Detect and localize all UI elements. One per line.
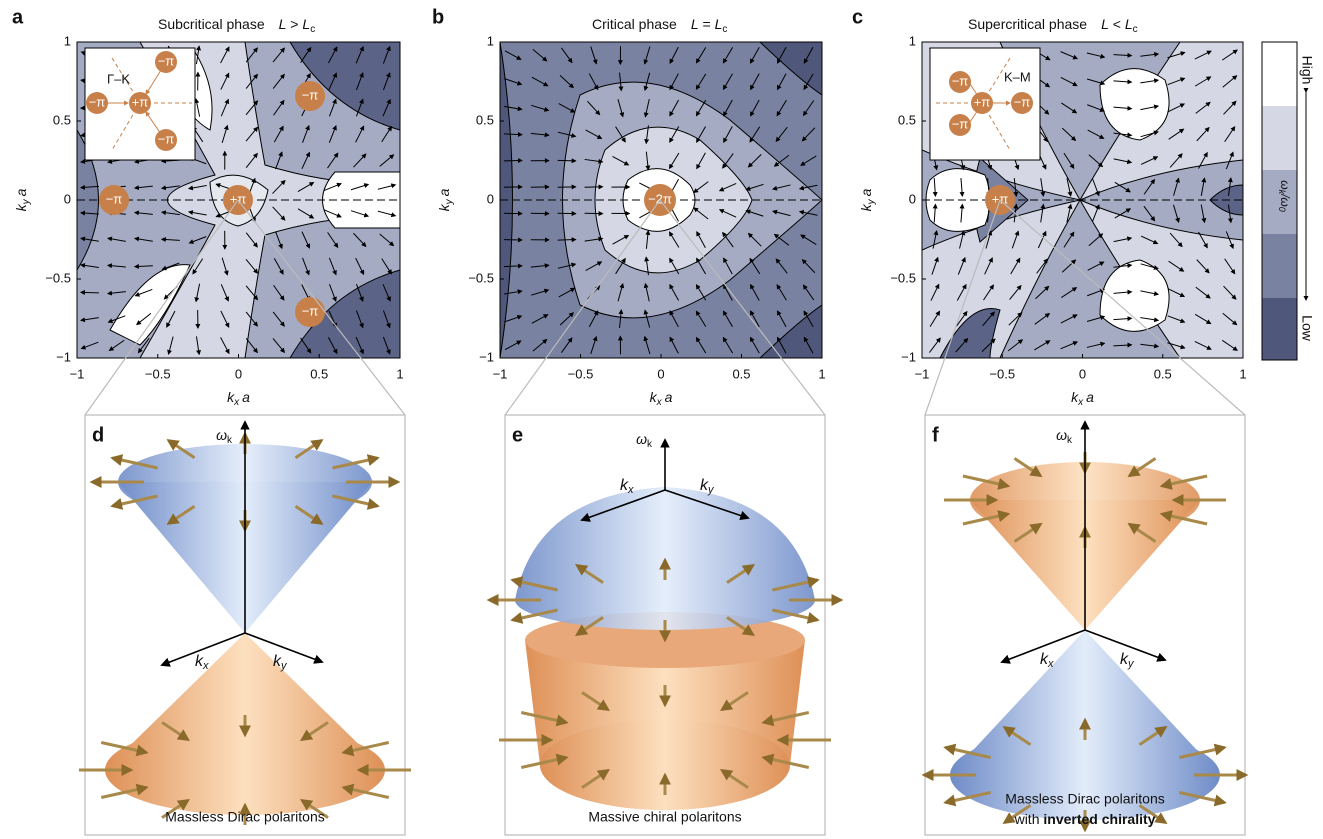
x-tick-label: 0 bbox=[1079, 366, 1086, 381]
x-tick-label: 0.5 bbox=[310, 366, 328, 381]
charge: −π bbox=[302, 87, 319, 102]
y-tick-label: 0.5 bbox=[476, 112, 494, 127]
panel-title: Critical phaseL = Lc bbox=[592, 16, 727, 35]
inset-c: K–M −π +π −π −π bbox=[930, 48, 1040, 160]
y-tick-label: −0.5 bbox=[468, 270, 494, 285]
y-axis-label-part: y bbox=[866, 198, 877, 205]
x-tick-label: 0.5 bbox=[1154, 366, 1172, 381]
charge: +π bbox=[230, 191, 247, 206]
y-axis-label: kya bbox=[13, 188, 32, 211]
charge: −2π bbox=[648, 191, 672, 206]
y-tick-label: 0 bbox=[909, 191, 916, 206]
colorbar: High Low ωk/ω0 bbox=[1262, 42, 1315, 360]
x-axis-label: kxa bbox=[1071, 389, 1094, 408]
x-tick-label: 0 bbox=[235, 366, 242, 381]
panel-letter: c bbox=[852, 6, 863, 28]
y-tick-label: 0.5 bbox=[53, 112, 71, 127]
omega-part: ω bbox=[216, 427, 227, 443]
caption: with inverted chirality bbox=[1014, 811, 1156, 827]
x-axis-label-part: a bbox=[1086, 389, 1094, 405]
x-axis-label-part: a bbox=[242, 389, 250, 405]
charge: −π bbox=[106, 191, 123, 206]
y-tick-label: 0.5 bbox=[898, 112, 916, 127]
x-tick-label: −1 bbox=[70, 366, 85, 381]
panel-title: Subcritical phaseL > Lc bbox=[158, 16, 315, 35]
caption: Massless Dirac polaritons bbox=[165, 809, 325, 825]
y-tick-label: 0 bbox=[64, 191, 71, 206]
y-axis-label-part: a bbox=[436, 188, 452, 196]
x-tick-label: −0.5 bbox=[568, 366, 594, 381]
x-axis-label-part: x bbox=[656, 397, 663, 408]
y-axis-label-part: a bbox=[858, 188, 874, 196]
field-arrow bbox=[558, 240, 576, 241]
inset-charge: −π bbox=[952, 73, 969, 88]
y-tick-label: −1 bbox=[901, 349, 916, 364]
x-tick-label: 1 bbox=[396, 366, 403, 381]
y-tick-label: 1 bbox=[487, 33, 494, 48]
omega-part: ω bbox=[1056, 427, 1067, 443]
x-tick-label: 0 bbox=[657, 366, 664, 381]
surface-e bbox=[515, 487, 815, 810]
inset-charge: −π bbox=[89, 94, 106, 109]
y-tick-label: 1 bbox=[64, 33, 71, 48]
caption: Massless Dirac polaritons bbox=[1005, 791, 1165, 807]
y-axis-label-part: y bbox=[21, 198, 32, 205]
inset-charge: −π bbox=[158, 53, 175, 68]
x-tick-label: −1 bbox=[493, 366, 508, 381]
y-axis-label-part: a bbox=[13, 188, 29, 196]
charge: +π bbox=[992, 191, 1009, 206]
inset-charge: +π bbox=[132, 94, 149, 109]
x-axis-label-part: a bbox=[665, 389, 673, 405]
y-axis-label: kya bbox=[436, 188, 455, 211]
inset-label: Γ–K bbox=[107, 71, 130, 86]
y-tick-label: −0.5 bbox=[890, 270, 916, 285]
inset-charge: −π bbox=[158, 131, 175, 146]
kx-part: x bbox=[627, 484, 634, 496]
y-axis-label: kya bbox=[858, 188, 877, 211]
y-axis-label-part: y bbox=[444, 198, 455, 205]
inset-charge: −π bbox=[952, 116, 969, 131]
caption-part: inverted chirality bbox=[1043, 811, 1155, 827]
x-tick-label: 0.5 bbox=[732, 366, 750, 381]
colorbar-high: High bbox=[1299, 56, 1315, 85]
x-axis-label-part: x bbox=[233, 397, 240, 408]
panel-letter: b bbox=[432, 6, 444, 28]
y-tick-label: −1 bbox=[56, 349, 71, 364]
y-tick-label: −0.5 bbox=[45, 270, 71, 285]
x-tick-label: −0.5 bbox=[145, 366, 171, 381]
panel-title: Supercritical phaseL < Lc bbox=[968, 16, 1138, 35]
caption-part: with bbox=[1014, 811, 1044, 827]
inset-charge: +π bbox=[974, 94, 991, 109]
panel-letter: e bbox=[512, 424, 523, 446]
x-tick-label: 1 bbox=[1239, 366, 1246, 381]
panel-letter: d bbox=[92, 424, 104, 446]
kx-part: x bbox=[1047, 658, 1054, 670]
inset-label: K–M bbox=[1004, 69, 1031, 84]
y-tick-label: 1 bbox=[909, 33, 916, 48]
y-tick-label: −1 bbox=[479, 349, 494, 364]
kx-part: x bbox=[202, 660, 209, 672]
panel-letter: a bbox=[12, 6, 24, 28]
y-tick-label: 0 bbox=[487, 191, 494, 206]
omega-part: ω bbox=[636, 431, 647, 447]
x-tick-label: −1 bbox=[915, 366, 930, 381]
inset-a: Γ–K −π +π −π −π bbox=[85, 48, 195, 160]
x-tick-label: −0.5 bbox=[989, 366, 1015, 381]
colorbar-low: Low bbox=[1299, 315, 1315, 342]
charge: −π bbox=[302, 303, 319, 318]
panel-letter: f bbox=[932, 424, 939, 446]
field-arrow bbox=[558, 160, 576, 161]
inset-charge: −π bbox=[1014, 94, 1031, 109]
caption: Massive chiral polaritons bbox=[588, 809, 741, 825]
x-axis-label-part: x bbox=[1077, 397, 1084, 408]
x-tick-label: 1 bbox=[818, 366, 825, 381]
figure: Γ–K −π +π −π −π K–M −π +π −π −π −π −π +π… bbox=[0, 0, 1323, 839]
